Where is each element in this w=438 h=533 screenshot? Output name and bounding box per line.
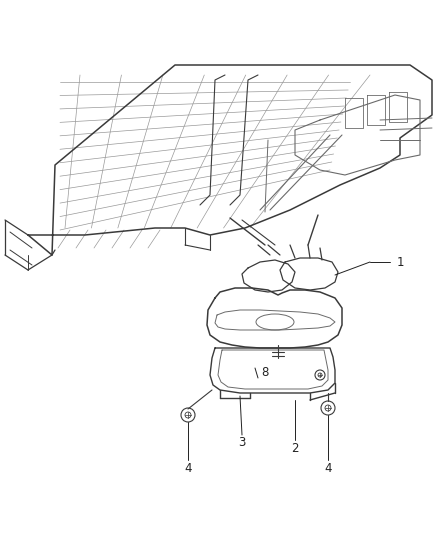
Text: 3: 3 xyxy=(238,437,245,449)
Text: 8: 8 xyxy=(261,366,268,378)
Text: 1: 1 xyxy=(396,255,403,269)
Text: 4: 4 xyxy=(324,462,331,474)
Text: 2: 2 xyxy=(290,441,298,455)
Text: 4: 4 xyxy=(184,462,191,474)
